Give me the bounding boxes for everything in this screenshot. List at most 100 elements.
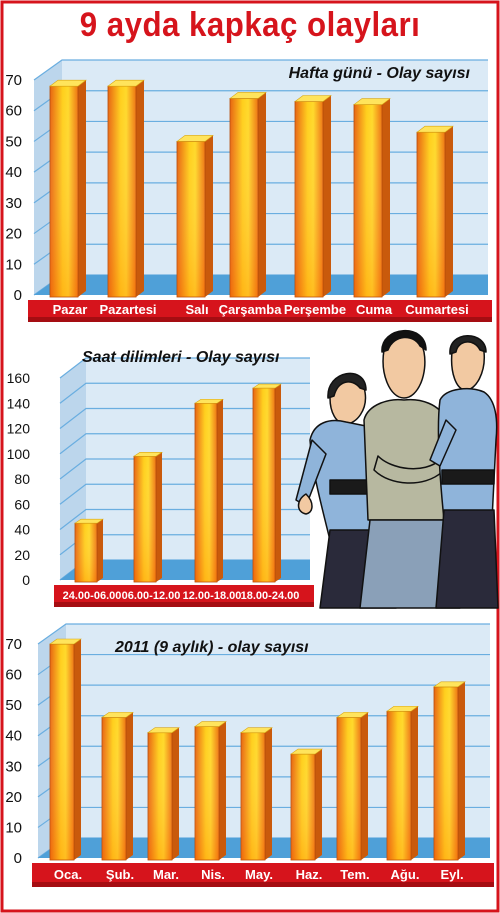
officer-left-hair xyxy=(327,372,367,399)
gridline xyxy=(59,483,310,505)
chart-2: 0 20 40 60 80 100 120 140 160 24.00-06.00 06.00-12… xyxy=(7,349,314,607)
bar xyxy=(294,95,332,298)
category-strip-shadow xyxy=(32,882,494,887)
category-label: Tem. xyxy=(340,867,369,882)
bar xyxy=(74,518,104,583)
y-tick-label: 60 xyxy=(5,103,22,120)
category-label: Cumartesi xyxy=(405,302,469,317)
category-label: Şub. xyxy=(106,867,134,882)
category-label: May. xyxy=(245,867,273,882)
category-label: 06.00-12.00 xyxy=(122,590,181,602)
category-label: 24.00-06.00 xyxy=(63,590,122,602)
y-tick-label: 80 xyxy=(14,471,30,487)
y-tick-label: 10 xyxy=(5,256,22,273)
y-tick-label: 30 xyxy=(5,195,22,212)
gridline xyxy=(33,59,488,81)
gridline xyxy=(59,433,310,455)
chart-1: 0 10 20 30 40 50 60 70 Pazar Pazartesi Salı Çarşamb… xyxy=(5,59,492,322)
y-tick-label: 40 xyxy=(5,164,22,181)
infographic-title: 9 ayda kapkaç olayları xyxy=(79,6,421,44)
y-tick-label: 0 xyxy=(14,850,22,867)
category-strip-shadow xyxy=(28,317,492,322)
y-tick-label: 30 xyxy=(5,758,22,775)
arrested-man-hair xyxy=(381,329,427,353)
y-tick-label: 0 xyxy=(14,287,22,304)
category-label: Mar. xyxy=(153,867,179,882)
category-label: Perşembe xyxy=(284,302,346,317)
y-tick-label: 140 xyxy=(7,395,31,411)
chart-title: Hafta günü - Olay sayısı xyxy=(289,65,471,82)
police-officers-arresting-man-illustration xyxy=(295,329,499,609)
y-tick-label: 70 xyxy=(5,72,22,89)
gridline xyxy=(59,382,310,404)
y-tick-label: 120 xyxy=(7,421,31,437)
category-label: 18.00-24.00 xyxy=(241,590,300,602)
gridline xyxy=(59,357,310,379)
bar xyxy=(49,79,87,298)
officer-right-hair xyxy=(449,335,487,355)
bar xyxy=(133,451,163,583)
bar xyxy=(336,712,369,861)
officer-right-trousers xyxy=(435,509,499,609)
y-tick-label: 60 xyxy=(5,667,22,684)
category-label: Pazartesi xyxy=(99,302,156,317)
chart-back-wall xyxy=(66,624,490,838)
chart-3: 0 10 20 30 40 50 60 70 Oca. Şub. Mar. Nis. May. Haz. T… xyxy=(5,623,494,887)
y-tick-label: 50 xyxy=(5,697,22,714)
gridline xyxy=(59,407,310,429)
y-tick-label: 20 xyxy=(5,226,22,243)
bar xyxy=(194,398,224,583)
y-tick-label: 0 xyxy=(22,572,30,588)
category-label: Ağu. xyxy=(391,867,420,882)
category-label: Haz. xyxy=(296,867,323,882)
bar xyxy=(353,98,391,298)
category-strip-shadow xyxy=(54,602,314,607)
y-tick-label: 100 xyxy=(7,446,31,462)
y-tick-label: 40 xyxy=(5,728,22,745)
category-label: Cuma xyxy=(356,302,393,317)
bar xyxy=(229,92,267,298)
officer-right-shirt xyxy=(437,387,498,521)
bar xyxy=(49,638,82,861)
bar xyxy=(252,383,282,583)
bar xyxy=(101,712,134,861)
category-label: Nis. xyxy=(201,867,225,882)
y-tick-label: 20 xyxy=(14,547,30,563)
bar xyxy=(176,135,214,298)
y-tick-label: 20 xyxy=(5,789,22,806)
officer-left-hand xyxy=(297,493,313,515)
category-label: Çarşamba xyxy=(219,302,283,317)
category-strip xyxy=(54,585,314,607)
y-tick-label: 50 xyxy=(5,133,22,150)
officer-right-arm xyxy=(429,419,457,467)
bar xyxy=(107,79,145,298)
gridline xyxy=(37,623,490,645)
category-label: Salı xyxy=(185,302,208,317)
bar xyxy=(240,727,273,861)
category-label: Eyl. xyxy=(440,867,463,882)
officer-right-belt xyxy=(441,469,495,485)
y-tick-label: 40 xyxy=(14,522,30,538)
y-tick-label: 70 xyxy=(5,636,22,653)
category-label: 12.00-18.00 xyxy=(183,590,242,602)
bar xyxy=(290,748,323,861)
category-label: Pazar xyxy=(53,302,88,317)
category-strip xyxy=(28,300,492,322)
chart-floor xyxy=(60,560,310,580)
chart-title: Saat dilimleri - Olay sayısı xyxy=(82,349,280,366)
bar xyxy=(416,125,454,298)
gridline xyxy=(59,458,310,480)
bar xyxy=(386,705,419,861)
y-tick-label: 60 xyxy=(14,496,30,512)
bar xyxy=(147,727,180,861)
chart-title: 2011 (9 aylık) - olay sayısı xyxy=(114,639,309,656)
gridline xyxy=(59,508,310,530)
category-label: Oca. xyxy=(54,867,82,882)
y-tick-label: 160 xyxy=(7,370,31,386)
y-tick-label: 10 xyxy=(5,819,22,836)
bar xyxy=(433,681,466,861)
bar xyxy=(194,721,227,861)
